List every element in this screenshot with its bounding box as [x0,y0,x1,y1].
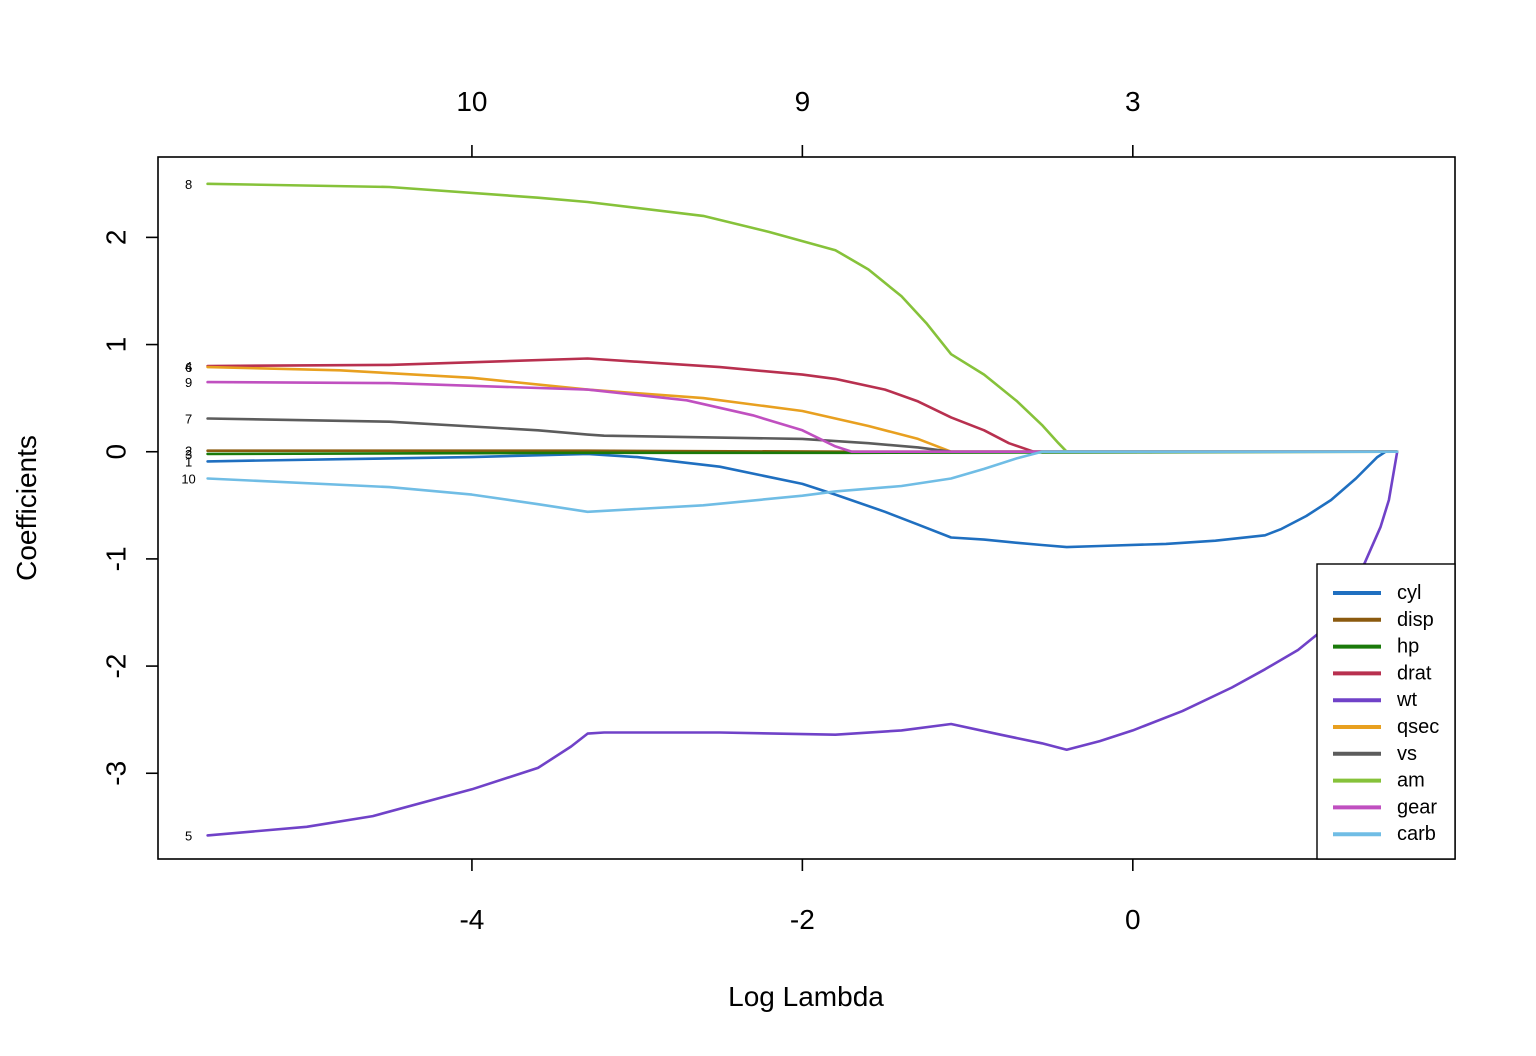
y-axis-label: Coefficients [11,435,42,581]
series-index-label: 4 [185,359,192,374]
top-tick-label: 9 [795,86,811,117]
y-tick-label: 0 [101,444,132,460]
series-line-vs [206,417,1399,453]
y-tick-label: 1 [101,337,132,353]
legend-label-drat: drat [1397,662,1432,684]
legend-label-carb: carb [1397,823,1436,845]
series-lines: 123 4 5 6 7 8 9 10 [181,177,1399,843]
x-tick-label: -2 [790,904,815,935]
legend-label-gear: gear [1397,796,1437,818]
legend-label-am: am [1397,770,1425,792]
y-tick-label: -2 [101,654,132,679]
y-tick-label: -3 [101,761,132,786]
x-tick-label: -4 [459,904,484,935]
series-line-drat [206,357,1399,453]
series-line-qsec [206,365,1399,453]
series-index-label: 1 [185,454,192,469]
series-line-am [206,182,1399,453]
top-tick-label: 10 [456,86,487,117]
y-tick-label: -1 [101,546,132,571]
legend-label-vs: vs [1397,743,1417,765]
y-tick-label: 2 [101,230,132,246]
series-index-label: 5 [185,828,192,843]
series-index-label: 8 [185,177,192,192]
series-index-label: 6 [185,360,192,375]
top-tick-label: 3 [1125,86,1141,117]
series-line-gear [206,380,1399,453]
plot-frame [157,156,1456,860]
series-index-label: 7 [185,412,192,427]
legend-label-cyl: cyl [1397,582,1421,604]
x-axis-label: Log Lambda [728,981,884,1012]
legend-label-qsec: qsec [1397,716,1439,738]
legend-box [1316,563,1456,860]
x-tick-label: 0 [1125,904,1141,935]
series-line-carb [206,450,1399,514]
legend-label-disp: disp [1397,609,1434,631]
legend: cyl disp hp drat wt qsec vs am gear carb [1316,563,1456,860]
series-line-cyl [206,450,1399,549]
series-index-label: 9 [185,375,192,390]
legend-label-hp: hp [1397,636,1419,658]
legend-label-wt: wt [1396,689,1417,711]
series-index-label: 2 [185,444,192,459]
series-index-label: 10 [181,472,195,487]
series-index-label: 3 [185,447,192,462]
